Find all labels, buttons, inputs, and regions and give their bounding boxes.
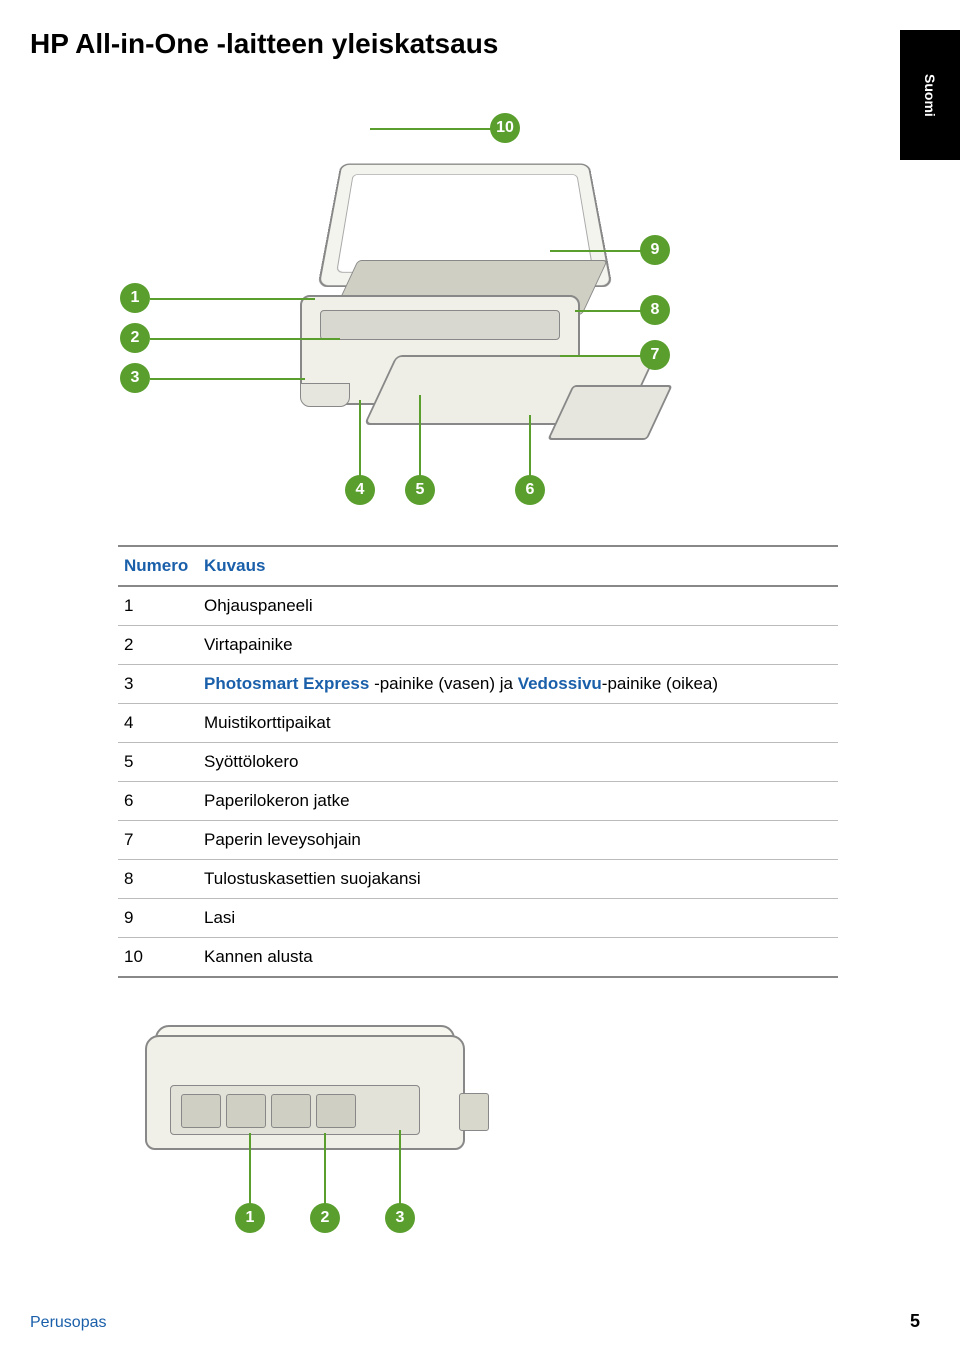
- table-row: 3Photosmart Express -painike (vasen) ja …: [118, 665, 838, 704]
- callout-b1: 1: [235, 1203, 265, 1233]
- language-tab-label: Suomi: [922, 74, 938, 117]
- row-description: Muistikorttipaikat: [204, 713, 832, 733]
- row-number: 4: [124, 713, 204, 733]
- callout-9: 9: [640, 235, 670, 265]
- row-description: Photosmart Express -painike (vasen) ja V…: [204, 674, 832, 694]
- row-number: 3: [124, 674, 204, 694]
- callout-6: 6: [515, 475, 545, 505]
- callout-b3: 3: [385, 1203, 415, 1233]
- footer-page-number: 5: [910, 1311, 920, 1332]
- callout-3: 3: [120, 363, 150, 393]
- row-description: Virtapainike: [204, 635, 832, 655]
- printer-diagram-top: 1 2 3 4 5 6 7 8 9 10: [120, 95, 770, 515]
- row-number: 8: [124, 869, 204, 889]
- row-description: Ohjauspaneeli: [204, 596, 832, 616]
- page-title: HP All-in-One -laitteen yleiskatsaus: [30, 28, 498, 60]
- callout-5: 5: [405, 475, 435, 505]
- callout-4: 4: [345, 475, 375, 505]
- table-row: 4Muistikorttipaikat: [118, 704, 838, 743]
- callout-2: 2: [120, 323, 150, 353]
- row-number: 2: [124, 635, 204, 655]
- table-row: 10Kannen alusta: [118, 938, 838, 978]
- table-row: 9Lasi: [118, 899, 838, 938]
- row-number: 6: [124, 791, 204, 811]
- header-kuvaus: Kuvaus: [204, 556, 832, 576]
- footer-left: Perusopas: [30, 1314, 107, 1332]
- row-number: 9: [124, 908, 204, 928]
- callout-10: 10: [490, 113, 520, 143]
- callout-8: 8: [640, 295, 670, 325]
- row-description: Paperin leveysohjain: [204, 830, 832, 850]
- row-number: 5: [124, 752, 204, 772]
- header-numero: Numero: [124, 556, 204, 576]
- table-row: 8Tulostuskasettien suojakansi: [118, 860, 838, 899]
- row-description: Tulostuskasettien suojakansi: [204, 869, 832, 889]
- table-header: Numero Kuvaus: [118, 545, 838, 587]
- table-row: 2Virtapainike: [118, 626, 838, 665]
- table-row: 5Syöttölokero: [118, 743, 838, 782]
- row-number: 7: [124, 830, 204, 850]
- table-row: 1Ohjauspaneeli: [118, 587, 838, 626]
- row-number: 1: [124, 596, 204, 616]
- language-tab: Suomi: [900, 30, 960, 160]
- row-number: 10: [124, 947, 204, 967]
- callout-b2: 2: [310, 1203, 340, 1233]
- callout-7: 7: [640, 340, 670, 370]
- row-description: Syöttölokero: [204, 752, 832, 772]
- row-description: Paperilokeron jatke: [204, 791, 832, 811]
- table-row: 7Paperin leveysohjain: [118, 821, 838, 860]
- row-description: Kannen alusta: [204, 947, 832, 967]
- parts-table: Numero Kuvaus 1Ohjauspaneeli2Virtapainik…: [118, 545, 838, 978]
- printer-diagram-bottom: 1 2 3: [125, 1015, 525, 1245]
- table-row: 6Paperilokeron jatke: [118, 782, 838, 821]
- callout-1: 1: [120, 283, 150, 313]
- printer-illustration: [300, 155, 650, 445]
- row-description: Lasi: [204, 908, 832, 928]
